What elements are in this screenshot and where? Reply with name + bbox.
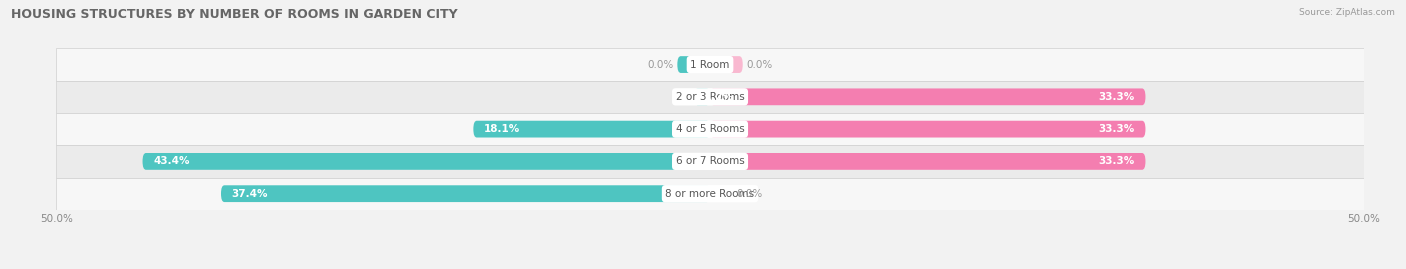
FancyBboxPatch shape (710, 153, 1146, 170)
Bar (221, 185, 710, 202)
Bar (474, 121, 710, 137)
Text: 0.0%: 0.0% (747, 59, 773, 70)
Text: Source: ZipAtlas.com: Source: ZipAtlas.com (1299, 8, 1395, 17)
Text: 4 or 5 Rooms: 4 or 5 Rooms (676, 124, 744, 134)
FancyBboxPatch shape (56, 81, 1364, 113)
Text: 0.0%: 0.0% (647, 59, 673, 70)
Text: 0.0%: 0.0% (737, 189, 762, 199)
Text: HOUSING STRUCTURES BY NUMBER OF ROOMS IN GARDEN CITY: HOUSING STRUCTURES BY NUMBER OF ROOMS IN… (11, 8, 458, 21)
Text: 43.4%: 43.4% (153, 156, 190, 167)
Text: 33.3%: 33.3% (1098, 156, 1135, 167)
FancyBboxPatch shape (474, 121, 710, 137)
Bar (695, 89, 710, 105)
FancyBboxPatch shape (710, 89, 1146, 105)
FancyBboxPatch shape (678, 56, 710, 73)
Bar (142, 153, 710, 170)
Text: 33.3%: 33.3% (1098, 124, 1135, 134)
Text: 33.3%: 33.3% (1098, 92, 1135, 102)
Text: 6 or 7 Rooms: 6 or 7 Rooms (676, 156, 744, 167)
FancyBboxPatch shape (56, 178, 1364, 210)
FancyBboxPatch shape (695, 89, 710, 105)
Text: 8 or more Rooms: 8 or more Rooms (665, 189, 755, 199)
FancyBboxPatch shape (56, 145, 1364, 178)
FancyBboxPatch shape (56, 113, 1364, 145)
FancyBboxPatch shape (56, 48, 1364, 81)
Text: 1 Room: 1 Room (690, 59, 730, 70)
Text: 2 or 3 Rooms: 2 or 3 Rooms (676, 92, 744, 102)
FancyBboxPatch shape (710, 121, 1146, 137)
Text: 1.2%: 1.2% (704, 92, 734, 102)
Text: 18.1%: 18.1% (484, 124, 520, 134)
FancyBboxPatch shape (221, 185, 710, 202)
FancyBboxPatch shape (142, 153, 710, 170)
Text: 37.4%: 37.4% (232, 189, 269, 199)
FancyBboxPatch shape (710, 56, 742, 73)
